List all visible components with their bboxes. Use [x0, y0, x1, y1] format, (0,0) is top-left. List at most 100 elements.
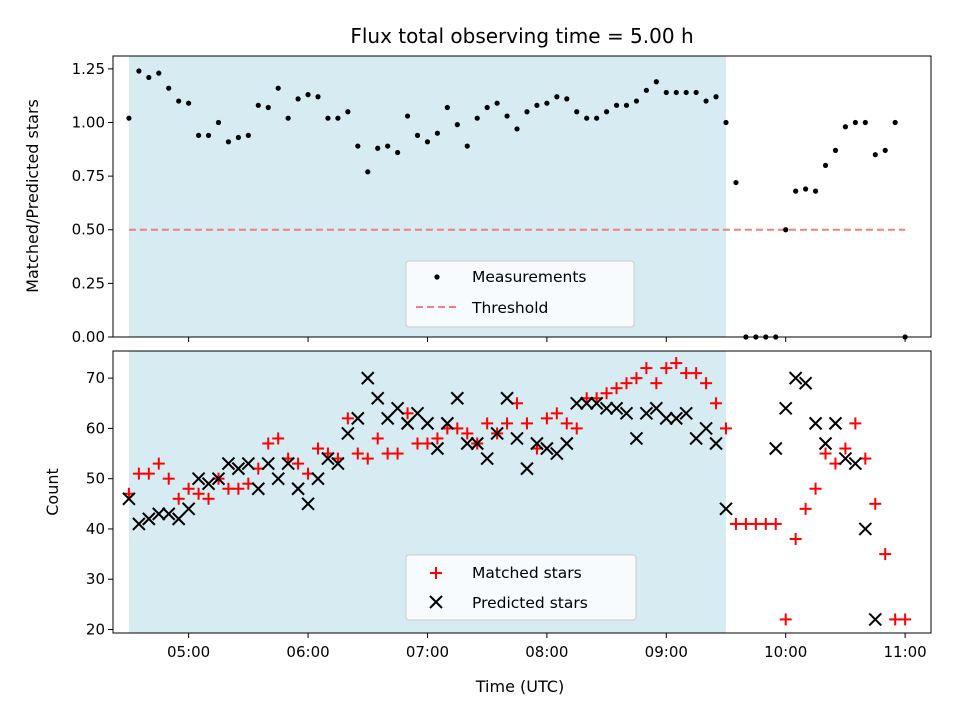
matched-star-point	[819, 447, 832, 460]
predicted-star-point	[649, 401, 664, 416]
matched-star-point	[292, 457, 305, 470]
x-tick-label: 10:00	[764, 643, 807, 661]
measurement-point	[275, 85, 281, 91]
y-tick-label: 1.00	[72, 113, 105, 131]
measurement-point	[305, 92, 311, 98]
predicted-star-point	[152, 507, 166, 521]
matched-star-point	[461, 427, 474, 440]
ratio-legend-box	[405, 260, 635, 328]
measurement-point	[623, 102, 630, 108]
predicted-star-point	[361, 371, 375, 385]
matched-star-point	[142, 467, 155, 480]
measurement-point	[832, 147, 839, 153]
measurement-point	[603, 109, 610, 115]
matched-star-point	[172, 492, 185, 505]
measurement-point	[633, 98, 640, 104]
measurement-point	[862, 119, 868, 126]
predicted-star-point	[769, 441, 783, 456]
predicted-star-point	[181, 502, 196, 516]
measurement-point	[325, 115, 331, 121]
matched-star-point	[431, 432, 444, 445]
y-tick-label: 30	[86, 570, 105, 588]
predicted-star-point	[271, 471, 285, 486]
measurement-point	[653, 79, 659, 85]
predicted-star-point	[301, 497, 315, 511]
ratio-y-ticks: 0.00 0.25 0.50 0.75 1.00 1.25	[72, 60, 113, 346]
measurement-point	[345, 109, 351, 115]
measurement-point	[812, 188, 819, 194]
predicted-star-point	[171, 512, 186, 526]
measurement-point	[713, 94, 719, 100]
count-axes-frame	[112, 350, 932, 634]
predicted-star-point	[599, 401, 614, 416]
measurement-point	[424, 139, 431, 145]
predicted-star-point	[281, 456, 295, 471]
predicted-star-point	[351, 411, 365, 426]
predicted-star-point	[540, 441, 554, 456]
matched-star-point	[650, 377, 663, 390]
predicted-star-point	[788, 371, 803, 385]
measurement-point	[613, 102, 620, 108]
predicted-star-point	[142, 512, 156, 526]
predicted-star-point	[191, 471, 206, 486]
predicted-star-point	[241, 456, 256, 471]
measurement-point	[385, 143, 391, 149]
measurement-point	[265, 104, 271, 111]
predicted-star-point	[480, 451, 494, 466]
predicted-star-point	[231, 461, 246, 476]
matched-star-point	[272, 432, 285, 445]
measurement-point	[544, 100, 550, 106]
measurement-point	[414, 132, 421, 138]
matched-star-point	[799, 502, 812, 515]
predicted-star-point	[570, 396, 584, 410]
matched-star-point	[620, 377, 633, 390]
y-tick-label: 60	[86, 419, 105, 437]
count-y-axis-label: Count	[43, 468, 62, 516]
matched-star-point	[839, 442, 852, 455]
matched-star-point	[232, 482, 245, 495]
predicted-star-point	[470, 436, 484, 451]
ratio-panel: 0.00 0.25 0.50 0.75 1.00 1.25 Flux total obse…	[23, 24, 932, 346]
x-tick-label: 08:00	[525, 643, 568, 661]
predicted-star-point	[560, 436, 574, 451]
count-points	[122, 357, 912, 627]
measurement-point	[852, 119, 858, 126]
predicted-star-point	[460, 436, 474, 451]
measurement-point	[882, 147, 888, 153]
measurement-point	[126, 115, 132, 121]
measurement-point	[803, 186, 809, 192]
predicted-star-point	[341, 426, 355, 441]
measurement-point	[255, 102, 261, 108]
count-y-ticks: 20 30 40 50 60 70	[86, 369, 113, 638]
matched-star-point	[849, 417, 862, 430]
chart-title: Flux total observing time = 5.00 h	[350, 24, 693, 48]
predicted-star-point	[162, 507, 176, 521]
y-tick-label: 0.25	[72, 274, 105, 292]
matched-star-point	[371, 432, 384, 445]
matched-star-point	[162, 472, 175, 485]
matched-star-point	[789, 533, 802, 545]
predicted-star-point	[838, 451, 853, 466]
measurement-point	[783, 227, 789, 233]
measurement-point	[195, 132, 202, 138]
measurements-legend-marker	[434, 274, 440, 280]
x-axis-label: Time (UTC)	[475, 677, 564, 696]
predicted-star-point	[122, 492, 136, 506]
matched-star-point	[570, 422, 583, 435]
measurement-point	[534, 102, 540, 108]
predicted-star-point	[609, 401, 624, 416]
predicted-star-point	[490, 426, 504, 441]
measurement-point	[215, 119, 222, 126]
predicted-star-point	[709, 436, 723, 451]
matched-star-point	[640, 362, 653, 375]
matched-star-point	[202, 492, 215, 505]
measurement-point	[683, 89, 689, 96]
measurement-point	[822, 162, 829, 168]
predicted-star-point	[589, 396, 604, 410]
measurement-points	[126, 68, 908, 340]
count-panel: 20 30 40 50 60 70 05:00 06:00 07:00 08:00 09:00 10…	[43, 350, 932, 696]
matched-star-point	[809, 482, 822, 495]
measurement-point	[484, 104, 490, 111]
y-tick-label: 40	[86, 520, 105, 538]
